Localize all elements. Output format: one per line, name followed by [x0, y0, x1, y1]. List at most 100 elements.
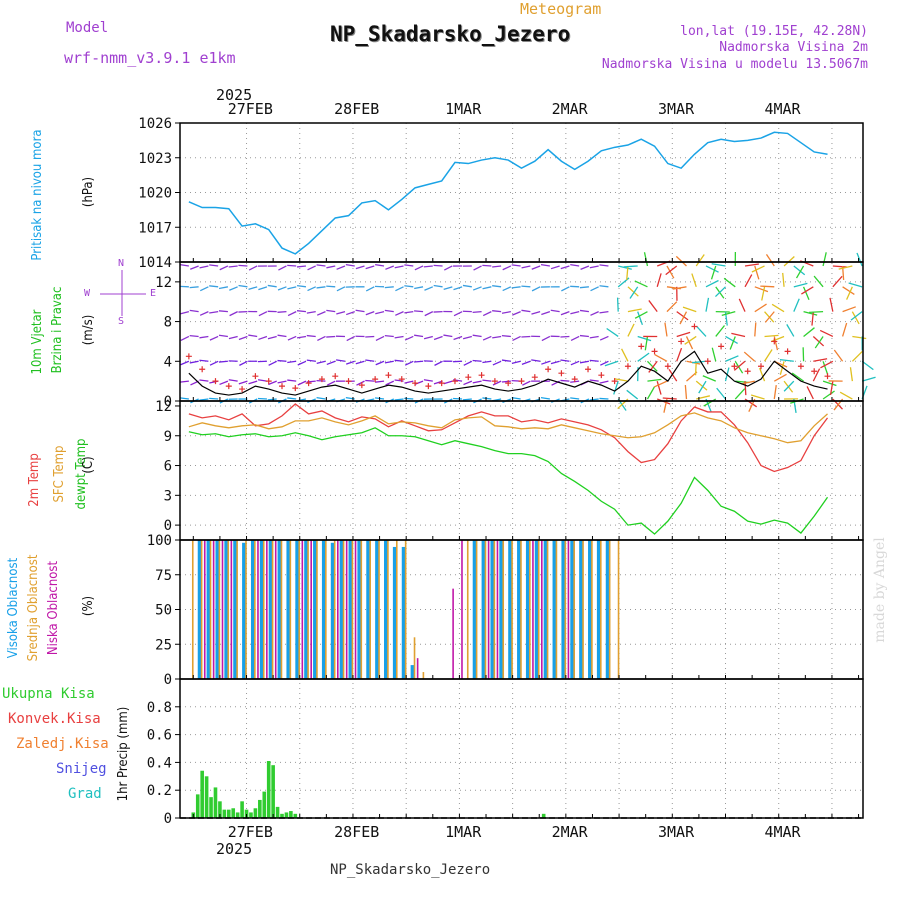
wind-barb: [287, 360, 297, 364]
cloud-bar: [304, 540, 308, 679]
wind-barb: [287, 311, 297, 317]
wind-barb: [384, 334, 394, 338]
date-label-top: 2MAR: [551, 100, 588, 118]
wind-barb: [355, 309, 365, 313]
wind-barb: [715, 325, 725, 337]
cloud-bar: [325, 540, 327, 679]
y-tick-label: 9: [164, 429, 172, 445]
wind-barb: [786, 324, 795, 337]
wind-barb: [521, 335, 531, 338]
gust-marker: [571, 376, 578, 383]
wind-barb: [472, 310, 482, 313]
legend-conv-precip: Konvek.Kisa: [8, 711, 101, 727]
dir-key-s: S: [118, 316, 125, 327]
y-tick-label: 25: [155, 637, 172, 653]
wind-barb: [521, 285, 531, 288]
wind-barb: [759, 367, 766, 382]
temp-unit: (C): [81, 456, 96, 474]
wind-barb: [414, 360, 424, 363]
wind-barb: [257, 397, 267, 400]
year-bottom: 2025: [216, 840, 253, 858]
wind-barb: [604, 360, 619, 367]
cloud-bar: [339, 540, 344, 679]
wind-barb: [326, 380, 336, 386]
wind-barb: [277, 334, 287, 338]
cloud-bar: [321, 540, 326, 679]
wind-barb: [561, 286, 570, 292]
wind-barb: [278, 265, 287, 271]
wind-barb: [637, 335, 652, 342]
wind-barb: [199, 286, 209, 292]
direction-key-icon: [100, 270, 146, 316]
wind-barb: [647, 378, 662, 382]
cloud-bar: [266, 540, 268, 679]
wind-barb: [374, 380, 385, 383]
wind-barb: [404, 360, 414, 366]
wind-barb: [763, 349, 773, 362]
wind-barb: [414, 286, 424, 290]
wind-barb: [764, 311, 775, 323]
gust-marker: [398, 376, 405, 383]
wind-barb: [277, 359, 287, 362]
gust-marker: [797, 363, 804, 370]
wind-barb: [179, 397, 189, 400]
cloud-bar: [221, 540, 224, 679]
cloud-bar: [286, 540, 290, 679]
wind-barb: [414, 380, 424, 386]
wind-barb: [851, 350, 863, 362]
wind-barb: [394, 265, 404, 269]
wind-barb: [248, 265, 258, 271]
y-tick-label: 0: [164, 811, 172, 827]
lonlat: lon,lat (19.15E, 42.28N): [680, 24, 868, 39]
wind-barb: [621, 348, 629, 362]
gust-marker: [265, 378, 272, 385]
wind-barb: [646, 386, 655, 400]
wind-barb: [851, 311, 860, 325]
precip-bar: [209, 797, 213, 818]
wind-barb: [695, 380, 708, 391]
wind-barb: [653, 380, 668, 388]
temp-title-1: 2m Temp: [27, 453, 42, 507]
wind-barb: [238, 335, 248, 341]
cloud-bar: [384, 540, 388, 679]
wind-barb: [729, 336, 736, 350]
wind-barb: [743, 351, 756, 362]
wind-barb: [846, 286, 853, 300]
wind-barb: [590, 286, 599, 292]
wind-barb: [433, 335, 443, 341]
cloud-bar: [333, 540, 336, 679]
y-tick-label: 12: [155, 275, 172, 291]
wind-barb: [842, 306, 856, 313]
wind-barb: [433, 284, 443, 288]
wind-barb: [258, 286, 268, 291]
wind-barb: [696, 325, 707, 337]
cloud-bar: [224, 540, 228, 679]
cloud-bar: [298, 540, 301, 679]
wind-barb: [180, 360, 190, 366]
wind-barb: [852, 335, 867, 340]
wind-barb: [365, 286, 375, 292]
wind-barb: [793, 298, 800, 312]
cloud-bar: [387, 540, 389, 679]
gust-marker: [611, 378, 618, 385]
wind-barb: [684, 385, 688, 400]
wind-barb: [754, 322, 757, 337]
wind-barb: [356, 380, 365, 386]
wind-barb: [424, 286, 434, 291]
wind-barb: [511, 360, 521, 365]
gust-marker: [691, 323, 698, 330]
cloud-bar: [422, 672, 425, 679]
wind-barb: [682, 306, 697, 313]
wind-barb: [453, 335, 463, 341]
wind-barb: [228, 379, 238, 382]
wind-barb: [267, 335, 277, 340]
wind-barb: [695, 254, 705, 267]
cloud-bar: [525, 540, 530, 679]
wind-barb: [443, 265, 453, 271]
wind-barb: [394, 335, 404, 339]
wind-barb: [404, 397, 414, 400]
wind-barb: [634, 280, 648, 288]
wind-barb: [296, 335, 307, 339]
wind-barb: [773, 385, 777, 400]
wind-barb: [839, 391, 853, 400]
